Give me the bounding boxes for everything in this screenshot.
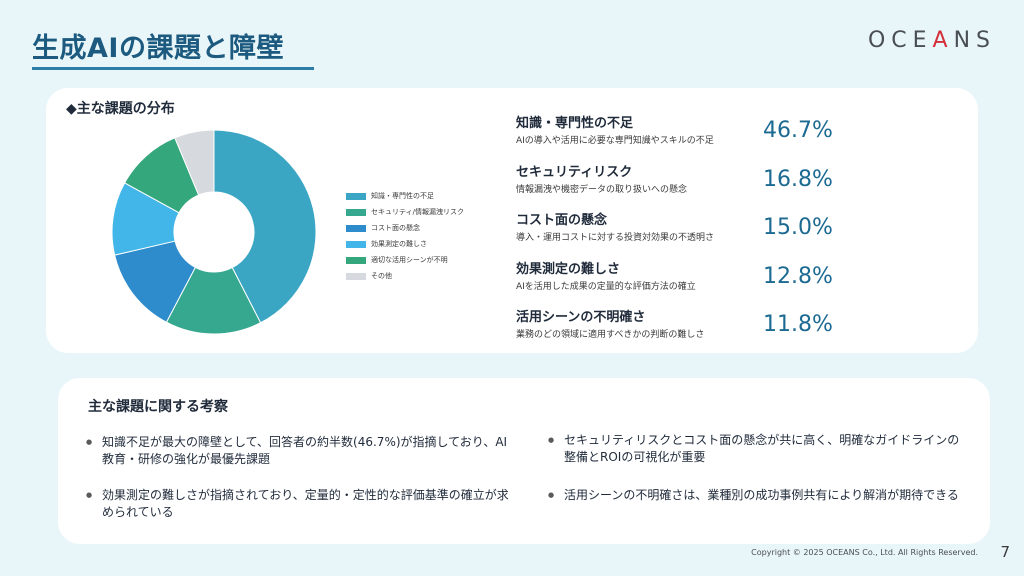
insight-item: 効果測定の難しさが指摘されており、定量的・定性的な評価基準の確立が求められている [86, 487, 516, 521]
stat-value: 15.0% [763, 215, 833, 240]
stat-desc: AIの導入や活用に必要な専門知識やスキルの不足 [516, 136, 714, 146]
legend-swatch [346, 208, 366, 216]
legend-item: セキュリティ/情報漏洩リスク [346, 204, 464, 220]
stat-value: 12.8% [763, 263, 833, 289]
legend-item: 効果測定の難しさ [346, 236, 464, 252]
insights-card: 主な課題に関する考察 知識不足が最大の障壁として、回答者の約半数(46.7%)が… [58, 378, 990, 544]
legend-label: その他 [371, 272, 392, 280]
page-number: 7 [1000, 543, 1010, 561]
stats-list: 知識・専門性の不足 AIの導入や活用に必要な専門知識やスキルの不足 46.7% … [516, 108, 936, 351]
copyright: Copyright © 2025 OCEANS Co., Ltd. All Ri… [751, 548, 978, 557]
distribution-card: ◆主な課題の分布 知識・専門性の不足 セキュリティ/情報漏洩リスク コスト面の懸… [46, 88, 978, 353]
stat-desc: AIを活用した成果の定量的な評価方法の確立 [516, 281, 696, 292]
stat-item: 活用シーンの不明確さ 業務のどの領域に適用すべきかの判断の難しさ 11.8% [516, 302, 936, 351]
insights-title: 主な課題に関する考察 [88, 399, 228, 415]
stat-name: 効果測定の難しさ [516, 261, 621, 277]
donut-slice [213, 130, 316, 324]
stat-item: コスト面の懸念 導入・運用コストに対する投資対効果の不透明さ 15.0% [516, 205, 936, 254]
insight-item: セキュリティリスクとコスト面の懸念が共に高く、明確なガイドラインの整備とROIの… [548, 432, 968, 466]
legend-label: セキュリティ/情報漏洩リスク [371, 208, 464, 216]
stat-value: 16.8% [763, 166, 833, 192]
stat-name: 活用シーンの不明確さ [516, 310, 646, 325]
stat-item: 知識・専門性の不足 AIの導入や活用に必要な専門知識やスキルの不足 46.7% [516, 108, 936, 157]
legend-label: 適切な活用シーンが不明 [371, 256, 448, 264]
legend-label: コスト面の懸念 [371, 224, 420, 232]
title-underline [32, 67, 314, 70]
chart-legend: 知識・専門性の不足 セキュリティ/情報漏洩リスク コスト面の懸念 効果測定の難し… [346, 188, 464, 284]
distribution-title: ◆主な課題の分布 [66, 101, 175, 117]
stat-value: 11.8% [763, 312, 833, 337]
legend-swatch [346, 192, 366, 200]
stat-item: 効果測定の難しさ AIを活用した成果の定量的な評価方法の確立 12.8% [516, 254, 936, 303]
stat-name: セキュリティリスク [516, 164, 633, 180]
stat-desc: 導入・運用コストに対する投資対効果の不透明さ [516, 233, 715, 243]
legend-item: その他 [346, 268, 464, 284]
stat-desc: 業務のどの領域に適用すべきかの判断の難しさ [516, 330, 705, 340]
stat-item: セキュリティリスク 情報漏洩や機密データの取り扱いへの懸念 16.8% [516, 157, 936, 206]
stat-name: コスト面の懸念 [516, 213, 608, 228]
page-title: 生成AIの課題と障壁 [32, 33, 284, 64]
oceans-logo: OCEANS [867, 28, 996, 53]
legend-label: 知識・専門性の不足 [371, 192, 434, 200]
insight-item: 活用シーンの不明確さは、業種別の成功事例共有により解消が期待できる [548, 487, 968, 504]
legend-swatch [346, 240, 366, 248]
legend-item: 知識・専門性の不足 [346, 188, 464, 204]
stat-desc: 情報漏洩や機密データの取り扱いへの懸念 [516, 184, 688, 195]
stat-value: 46.7% [763, 118, 833, 143]
legend-label: 効果測定の難しさ [371, 240, 427, 248]
legend-item: 適切な活用シーンが不明 [346, 252, 464, 268]
legend-swatch [346, 256, 366, 264]
legend-swatch [346, 272, 366, 280]
insight-item: 知識不足が最大の障壁として、回答者の約半数(46.7%)が指摘しており、AI教育… [86, 434, 516, 468]
legend-item: コスト面の懸念 [346, 220, 464, 236]
legend-swatch [346, 224, 366, 232]
stat-name: 知識・専門性の不足 [516, 116, 634, 131]
donut-slice [174, 130, 215, 196]
donut-chart [112, 130, 316, 334]
